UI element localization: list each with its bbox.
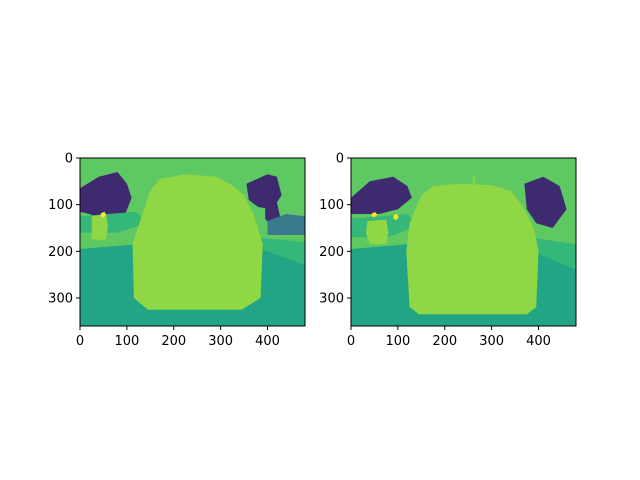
y-tick-label: 100 <box>319 198 344 213</box>
x-tick-label: 400 <box>255 334 280 349</box>
right-segmentation-image <box>351 158 576 326</box>
x-tick-label: 300 <box>208 334 233 349</box>
region-signal <box>393 214 399 221</box>
y-tick-label: 200 <box>48 245 73 260</box>
region-signal <box>371 212 378 218</box>
region-signal <box>100 211 107 218</box>
region-car <box>406 183 539 315</box>
left-segmentation-panel: 0 100 200 300 400 0 100 200 300 <box>48 152 306 349</box>
region-trees <box>80 172 132 221</box>
y-tick-label: 0 <box>65 152 73 167</box>
left-segmentation-image <box>80 158 305 326</box>
right-y-axis: 0 100 200 300 <box>319 152 351 307</box>
right-x-axis: 0 100 200 300 400 <box>347 326 551 349</box>
x-tick-label: 200 <box>432 334 457 349</box>
region-car <box>366 219 389 245</box>
y-tick-label: 0 <box>336 152 344 167</box>
region-car <box>91 214 109 240</box>
y-tick-label: 300 <box>319 292 344 307</box>
x-tick-label: 400 <box>526 334 551 349</box>
region-car <box>132 174 263 310</box>
left-axes-frame <box>79 157 306 327</box>
y-tick-label: 300 <box>48 292 73 307</box>
left-y-axis: 0 100 200 300 <box>48 152 80 307</box>
region-trees <box>246 174 282 210</box>
x-tick-label: 100 <box>114 334 139 349</box>
x-tick-label: 100 <box>385 334 410 349</box>
x-tick-label: 300 <box>479 334 504 349</box>
region-buildings <box>267 214 305 235</box>
y-tick-label: 200 <box>319 245 344 260</box>
x-tick-label: 200 <box>161 334 186 349</box>
right-axes-frame <box>350 157 577 327</box>
region-trees <box>524 176 567 228</box>
left-x-axis: 0 100 200 300 400 <box>76 326 280 349</box>
y-tick-label: 100 <box>48 198 73 213</box>
right-segmentation-panel: 0 100 200 300 400 0 100 200 300 <box>319 152 577 349</box>
x-tick-label: 0 <box>347 334 355 349</box>
x-tick-label: 0 <box>76 334 84 349</box>
region-trees <box>351 176 412 214</box>
